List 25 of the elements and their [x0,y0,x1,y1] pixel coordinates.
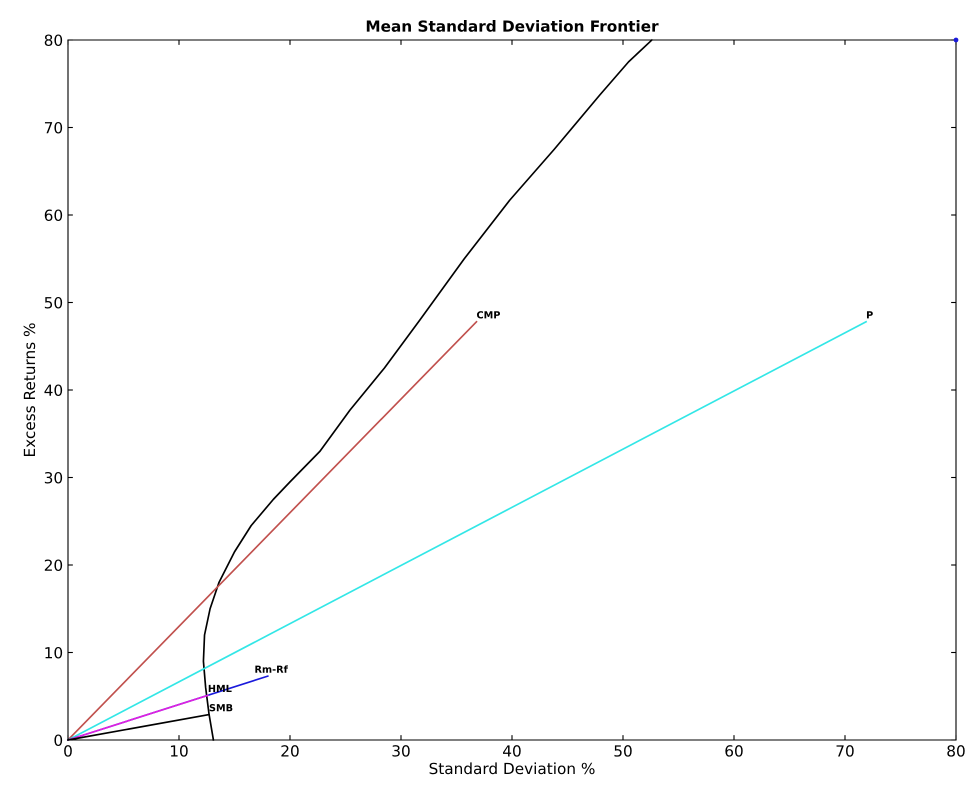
y-tick-label: 40 [44,384,62,396]
y-tick-label: 60 [44,209,62,222]
y-tick-label: 0 [54,734,62,746]
x-tick-label: 0 [64,745,72,757]
x-tick-label: 80 [947,745,965,757]
annotation: P [866,311,873,318]
annotation: Rm-Rf [255,665,288,673]
x-axis-title: Standard Deviation % [430,762,595,774]
x-tick-label: 60 [725,745,743,757]
y-tick-label: 20 [44,559,62,572]
annotation: CMP [476,311,500,318]
y-tick-label: 30 [44,472,62,484]
x-tick-label: 70 [836,745,854,757]
y-axis-title: Excess Returns % [24,323,36,456]
chart-title: Mean Standard Deviation Frontier [366,20,659,32]
x-tick-label: 40 [503,745,521,757]
y-tick-label: 50 [44,296,62,309]
y-tick-label: 70 [44,122,62,134]
x-tick-label: 20 [281,745,299,757]
x-tick-label: 10 [170,745,188,757]
x-tick-label: 30 [392,745,410,757]
annotation: SMB [210,704,232,712]
x-tick-label: 50 [614,745,632,757]
y-tick-label: 80 [44,34,62,46]
y-tick-label: 10 [45,646,62,659]
